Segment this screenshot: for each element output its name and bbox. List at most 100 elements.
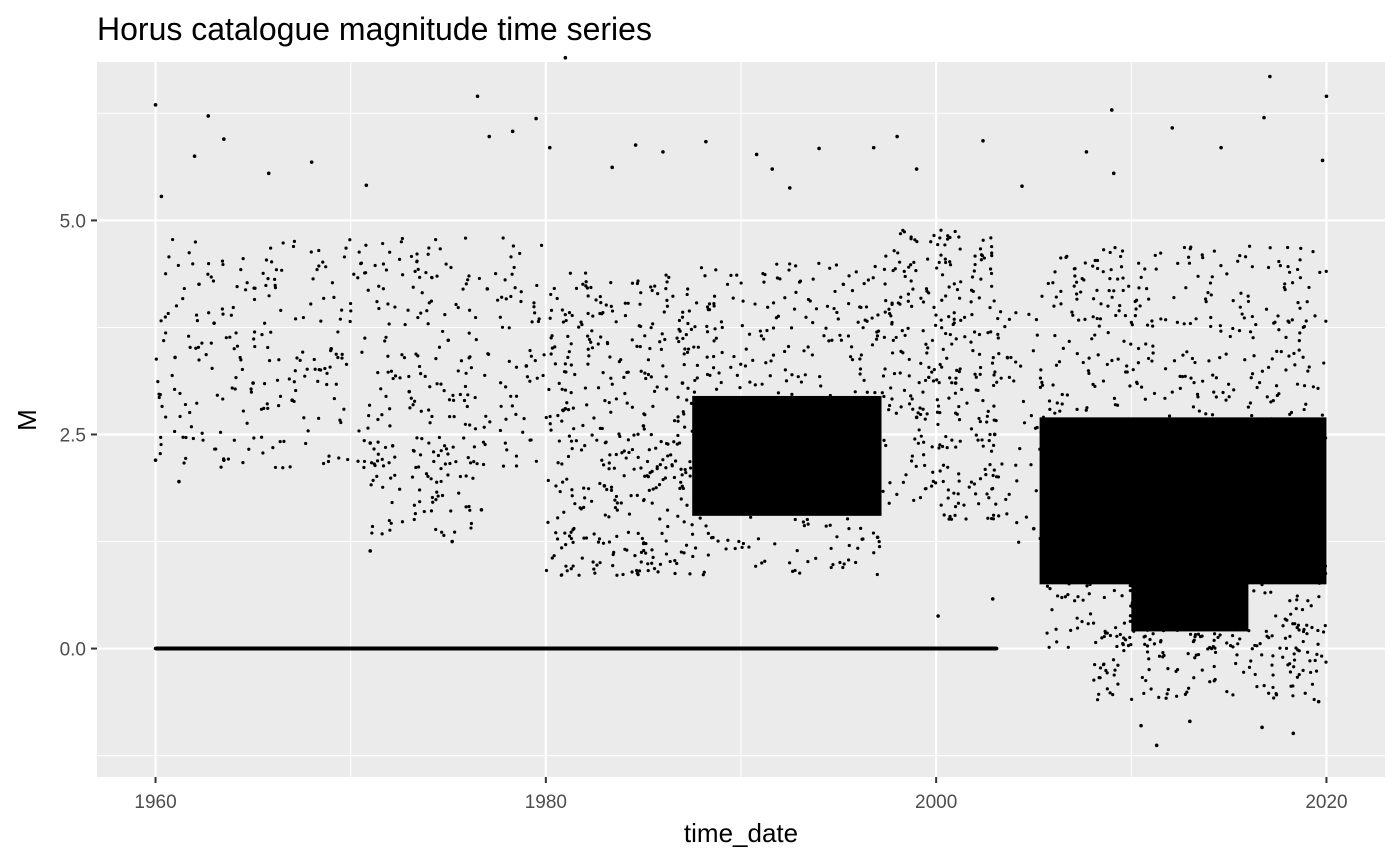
scatter-point bbox=[977, 416, 981, 421]
scatter-point bbox=[1075, 352, 1079, 356]
scatter-point bbox=[468, 461, 473, 465]
scatter-point bbox=[1231, 511, 1235, 515]
scatter-point bbox=[1128, 635, 1132, 640]
scatter-point bbox=[1287, 436, 1291, 441]
scatter-point bbox=[344, 362, 349, 366]
scatter-point bbox=[618, 434, 622, 439]
scatter-point bbox=[1101, 379, 1106, 383]
scatter-point bbox=[344, 246, 348, 250]
scatter-point bbox=[200, 431, 204, 435]
scatter-point bbox=[615, 573, 619, 577]
scatter-point bbox=[1102, 595, 1106, 600]
scatter-point bbox=[1129, 427, 1133, 431]
scatter-point bbox=[572, 427, 576, 431]
scatter-point bbox=[436, 453, 441, 458]
scatter-point bbox=[390, 500, 394, 505]
scatter-point bbox=[1130, 697, 1134, 701]
scatter-point bbox=[824, 326, 828, 330]
scatter-point bbox=[1274, 693, 1279, 697]
scatter-point bbox=[220, 259, 225, 263]
scatter-point bbox=[651, 555, 655, 559]
scatter-point bbox=[1264, 629, 1268, 633]
scatter-point bbox=[1107, 289, 1111, 293]
scatter-point bbox=[729, 273, 733, 277]
data-point bbox=[1139, 723, 1143, 728]
scatter-point bbox=[211, 279, 216, 283]
scatter-point bbox=[669, 453, 673, 457]
scatter-point bbox=[891, 268, 895, 273]
scatter-point bbox=[798, 279, 803, 283]
scatter-point bbox=[1091, 315, 1095, 319]
scatter-point bbox=[864, 305, 869, 309]
scatter-point bbox=[259, 407, 264, 411]
scatter-point bbox=[1286, 245, 1290, 250]
scatter-point bbox=[1182, 508, 1186, 512]
scatter-point bbox=[1234, 661, 1238, 666]
scatter-point bbox=[754, 404, 759, 408]
scatter-point bbox=[277, 358, 281, 362]
scatter-point bbox=[635, 281, 640, 286]
scatter-point bbox=[1164, 696, 1168, 700]
scatter-point bbox=[1116, 663, 1120, 667]
scatter-point bbox=[647, 488, 651, 492]
scatter-point bbox=[560, 387, 564, 391]
scatter-point bbox=[664, 539, 668, 543]
scatter-point bbox=[469, 366, 474, 370]
data-point bbox=[1260, 725, 1264, 730]
scatter-point bbox=[607, 540, 612, 544]
scatter-point bbox=[1129, 320, 1133, 325]
scatter-point bbox=[1316, 522, 1321, 526]
scatter-point bbox=[1288, 634, 1292, 638]
scatter-point bbox=[994, 502, 998, 506]
scatter-point bbox=[373, 463, 377, 468]
scatter-point bbox=[429, 477, 433, 481]
scatter-point bbox=[1260, 583, 1264, 587]
scatter-point bbox=[642, 497, 646, 502]
scatter-point bbox=[1284, 368, 1288, 372]
scatter-point bbox=[417, 488, 422, 492]
scatter-point bbox=[1080, 619, 1084, 624]
scatter-point bbox=[1231, 501, 1236, 505]
scatter-point bbox=[923, 378, 928, 383]
scatter-point bbox=[1150, 359, 1154, 363]
scatter-point bbox=[877, 490, 881, 494]
scatter-point bbox=[1235, 653, 1239, 657]
scatter-point bbox=[810, 492, 814, 497]
scatter-point bbox=[610, 309, 615, 313]
scatter-point bbox=[1154, 563, 1158, 567]
scatter-point bbox=[918, 406, 922, 410]
scatter-point bbox=[434, 357, 438, 361]
scatter-point bbox=[1310, 499, 1314, 503]
scatter-point bbox=[1060, 577, 1064, 581]
scatter-point bbox=[546, 478, 550, 483]
scatter-point bbox=[266, 345, 270, 350]
scatter-point bbox=[761, 415, 765, 419]
scatter-point bbox=[170, 373, 174, 378]
scatter-point bbox=[1278, 646, 1282, 650]
scatter-point bbox=[839, 338, 843, 342]
scatter-point bbox=[992, 299, 996, 303]
scatter-point bbox=[1153, 253, 1157, 257]
scatter-point bbox=[1063, 418, 1067, 422]
scatter-point bbox=[927, 375, 931, 379]
scatter-point bbox=[1307, 285, 1311, 290]
scatter-point bbox=[827, 457, 832, 461]
scatter-point bbox=[306, 429, 310, 433]
scatter-point bbox=[1129, 604, 1133, 608]
scatter-point bbox=[1324, 269, 1328, 274]
scatter-point bbox=[760, 382, 764, 386]
scatter-point bbox=[367, 413, 371, 418]
scatter-point bbox=[1178, 625, 1182, 629]
scatter-point bbox=[822, 334, 826, 338]
scatter-point bbox=[424, 270, 428, 275]
scatter-point bbox=[1139, 451, 1143, 455]
scatter-point bbox=[643, 371, 647, 375]
scatter-point bbox=[651, 322, 655, 326]
scatter-point bbox=[371, 478, 375, 482]
scatter-point bbox=[694, 482, 698, 486]
scatter-point bbox=[1087, 592, 1091, 596]
scatter-point bbox=[528, 438, 532, 442]
data-point bbox=[633, 143, 638, 147]
data-point bbox=[1219, 145, 1223, 150]
scatter-point bbox=[898, 232, 903, 236]
